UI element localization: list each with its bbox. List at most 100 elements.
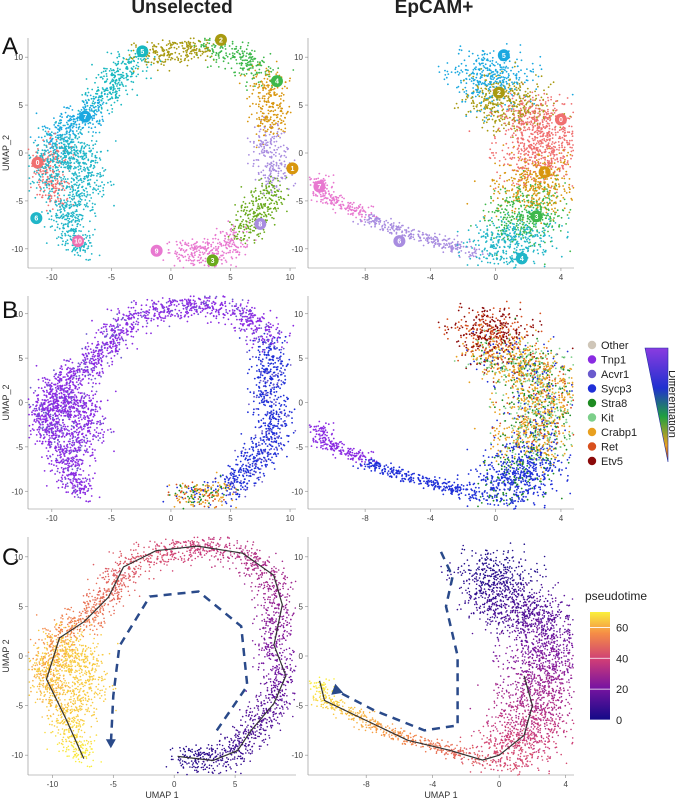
data-point: [514, 207, 517, 210]
data-point: [480, 108, 483, 111]
data-point: [472, 82, 475, 85]
data-point: [263, 100, 266, 102]
data-point: [269, 173, 272, 176]
data-point: [237, 246, 239, 249]
data-point: [99, 185, 102, 187]
data-point: [507, 67, 509, 69]
data-point: [289, 111, 292, 114]
data-point: [519, 219, 522, 222]
data-point: [52, 147, 54, 150]
data-point: [566, 143, 569, 146]
data-point: [457, 73, 460, 76]
data-point: [112, 61, 115, 64]
data-point: [57, 197, 59, 200]
data-point: [27, 148, 30, 151]
data-point: [224, 48, 227, 50]
data-point: [375, 216, 378, 219]
data-point: [81, 141, 83, 144]
data-point: [42, 139, 45, 142]
data-point: [363, 224, 366, 226]
data-point: [252, 58, 254, 61]
data-point: [130, 43, 133, 46]
data-point: [180, 247, 183, 250]
data-point: [99, 190, 101, 193]
data-point: [515, 109, 517, 112]
data-point: [483, 97, 486, 100]
data-point: [52, 180, 54, 183]
data-point: [451, 249, 453, 252]
data-point: [63, 175, 66, 178]
data-point: [275, 170, 277, 172]
data-point: [256, 214, 259, 217]
data-point: [273, 194, 276, 196]
data-point: [253, 140, 255, 143]
data-point: [52, 149, 55, 152]
data-point: [184, 47, 186, 50]
data-point: [73, 162, 76, 165]
data-point: [235, 214, 238, 216]
data-point: [505, 91, 507, 93]
data-point: [285, 176, 288, 179]
data-point: [88, 147, 91, 150]
data-point: [280, 109, 282, 112]
data-point: [101, 167, 104, 169]
data-point: [97, 73, 100, 76]
data-point: [89, 185, 92, 188]
data-point: [389, 228, 392, 231]
data-point: [266, 162, 269, 165]
data-point: [263, 119, 266, 121]
data-point: [86, 194, 89, 196]
data-point: [86, 167, 89, 169]
data-point: [188, 52, 191, 55]
data-point: [114, 81, 116, 84]
data-point: [100, 71, 103, 74]
data-point: [262, 112, 265, 115]
data-point: [198, 259, 201, 262]
data-point: [66, 115, 68, 118]
data-point: [566, 141, 569, 144]
data-point: [71, 213, 74, 216]
data-point: [224, 67, 227, 70]
data-point: [100, 112, 103, 114]
data-point: [434, 235, 436, 238]
data-point: [268, 71, 270, 73]
data-point: [87, 239, 90, 242]
data-point: [228, 242, 231, 245]
data-point: [493, 134, 495, 137]
data-point: [269, 180, 272, 183]
data-point: [177, 57, 180, 60]
data-point: [36, 181, 39, 184]
data-point: [161, 60, 164, 63]
data-point: [408, 230, 410, 233]
panel-letter-b: B: [2, 297, 18, 324]
data-point: [485, 117, 488, 119]
data-point: [507, 214, 510, 217]
data-point: [238, 225, 241, 227]
data-point: [45, 157, 47, 160]
data-point: [515, 173, 517, 176]
data-point: [543, 89, 545, 92]
data-point: [572, 144, 574, 146]
data-point: [56, 134, 59, 137]
data-point: [395, 231, 398, 234]
data-point: [531, 102, 534, 105]
data-point: [517, 213, 519, 216]
data-point: [457, 106, 459, 109]
data-point: [250, 200, 253, 202]
data-point: [75, 194, 78, 197]
data-point: [285, 112, 288, 115]
data-point: [261, 142, 264, 145]
data-point: [234, 74, 237, 77]
data-point: [66, 231, 69, 234]
data-point: [486, 129, 489, 132]
data-point: [77, 200, 80, 203]
data-point: [227, 238, 230, 241]
data-point: [168, 252, 171, 254]
data-point: [461, 71, 464, 73]
data-point: [81, 185, 84, 188]
data-point: [253, 82, 256, 85]
data-point: [245, 223, 248, 226]
data-point: [96, 93, 99, 95]
data-point: [35, 187, 38, 189]
